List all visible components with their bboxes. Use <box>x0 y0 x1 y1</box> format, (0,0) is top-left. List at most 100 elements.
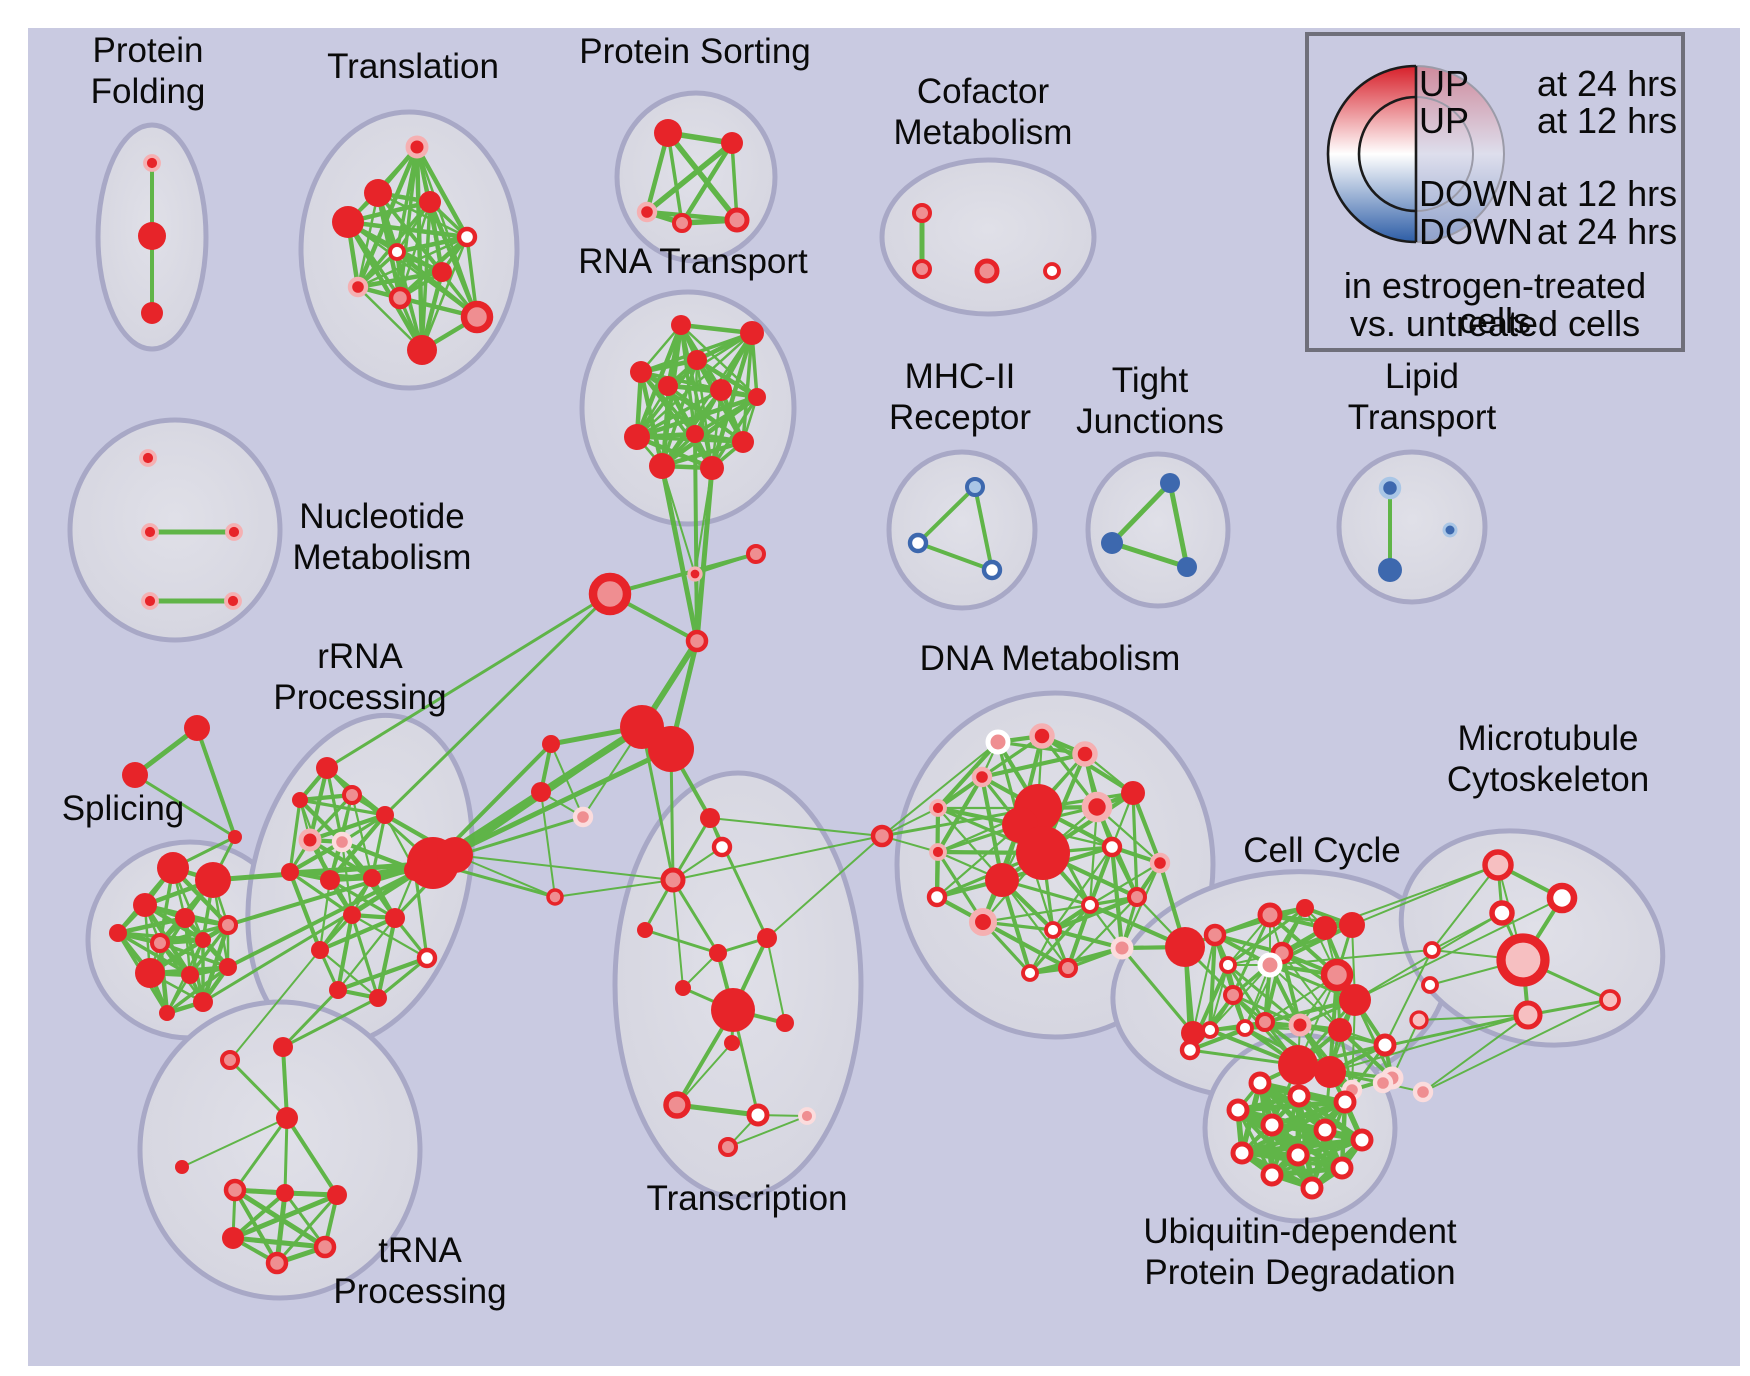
gene-node <box>672 213 692 233</box>
coexpression-edge <box>1066 895 1139 970</box>
cluster-ellipse-tight-junctions <box>1085 451 1231 609</box>
gene-node <box>675 980 691 996</box>
gene-node <box>1248 1071 1272 1095</box>
coexpression-edge <box>1109 844 1125 951</box>
gene-node <box>687 350 707 370</box>
gene-node <box>748 388 766 406</box>
gene-node <box>776 1014 794 1032</box>
gene-node <box>531 782 551 802</box>
gene-node <box>405 135 429 159</box>
gene-node <box>624 424 650 450</box>
coexpression-edge <box>1051 845 1114 932</box>
cluster-label-transcription: Transcription <box>647 1179 848 1218</box>
coexpression-edge <box>608 552 758 596</box>
coexpression-edge <box>1354 897 1563 1001</box>
coexpression-edge <box>1088 861 1162 907</box>
gene-node <box>718 1137 738 1157</box>
coexpression-edge <box>709 330 755 471</box>
gene-node <box>1496 933 1550 987</box>
cluster-label-dna-metabolism: DNA Metabolism <box>920 639 1181 678</box>
gene-node <box>1223 985 1243 1005</box>
gene-node <box>1328 1018 1352 1042</box>
gene-node <box>912 259 932 279</box>
coexpression-edge <box>980 919 1071 971</box>
gene-node <box>1260 1113 1284 1137</box>
gene-node <box>376 806 394 824</box>
coexpression-edge <box>307 812 388 843</box>
coexpression-edge <box>1131 791 1139 899</box>
gene-node <box>1296 899 1314 917</box>
coexpression-edge <box>413 868 429 960</box>
coexpression-edge <box>1351 864 1499 926</box>
gene-node <box>273 1037 293 1057</box>
coexpression-edge <box>1000 878 1070 970</box>
gene-node <box>364 179 392 207</box>
coexpression-edge <box>634 394 760 440</box>
coexpression-edge <box>335 955 430 993</box>
gene-node <box>141 302 163 324</box>
coexpression-edge <box>1329 1014 1529 1073</box>
coexpression-edge <box>916 485 977 545</box>
coexpression-edge <box>288 798 302 874</box>
gene-node <box>630 361 652 383</box>
gene-node <box>437 837 473 873</box>
coexpression-edge <box>554 879 674 898</box>
cluster-ellipse-lipid-transport <box>1336 449 1488 605</box>
coexpression-edge <box>336 916 397 992</box>
gene-node <box>1179 1039 1201 1061</box>
gene-node <box>687 566 703 582</box>
coexpression-edge <box>158 923 230 945</box>
gene-node <box>138 222 166 250</box>
gene-node <box>740 321 764 345</box>
coexpression-edge <box>230 1192 340 1241</box>
gene-node <box>311 941 329 959</box>
gene-node <box>175 1160 189 1174</box>
coexpression-edge <box>383 592 612 817</box>
coexpression-edge <box>672 879 684 989</box>
cluster-ellipse-protein-sorting <box>614 90 778 264</box>
gene-node <box>710 379 732 401</box>
gene-node <box>1513 1000 1543 1030</box>
gene-node <box>1081 791 1113 823</box>
coexpression-edge <box>973 485 994 572</box>
legend-time-label: at 12 hrs <box>1537 173 1678 214</box>
gene-node <box>637 922 653 938</box>
legend-direction-label: DOWN <box>1419 173 1533 214</box>
coexpression-edge <box>1109 480 1173 546</box>
gene-node <box>746 544 766 564</box>
gene-node <box>159 1005 175 1021</box>
coexpression-edge <box>1269 964 1341 1031</box>
coexpression-edge <box>285 1116 339 1197</box>
coexpression-edge <box>666 131 684 225</box>
gene-node <box>460 300 494 334</box>
gene-node <box>1029 723 1055 749</box>
legend-direction-label: DOWN <box>1419 211 1533 252</box>
coexpression-edge <box>325 592 612 770</box>
gene-node <box>1260 1163 1284 1187</box>
gene-node <box>1378 476 1402 500</box>
gene-node <box>1101 532 1123 554</box>
coexpression-edge <box>226 861 435 969</box>
gene-node <box>757 928 777 948</box>
gene-node <box>1081 896 1099 914</box>
coexpression-edge <box>661 465 696 575</box>
cluster-label-ubiquitin-dependent-protein-degradation: Protein Degradation <box>1144 1253 1455 1292</box>
gene-node <box>1149 852 1171 874</box>
gene-node <box>141 592 159 610</box>
coexpression-edge <box>355 269 445 290</box>
gene-node <box>929 843 947 861</box>
gene-node <box>1101 836 1123 858</box>
gene-node <box>1203 923 1227 947</box>
coexpression-edge <box>165 965 230 1015</box>
gene-node <box>175 908 195 928</box>
gene-node <box>1177 557 1197 577</box>
gene-node <box>1339 912 1365 938</box>
gene-node <box>1201 1021 1219 1039</box>
coexpression-edge <box>283 1116 289 1195</box>
coexpression-edge <box>694 553 757 575</box>
coexpression-edge <box>1028 903 1092 975</box>
coexpression-edge <box>1027 945 1125 976</box>
coexpression-edge <box>710 395 759 470</box>
cluster-label-splicing: Splicing <box>62 789 185 828</box>
legend-caption-line1: in estrogen-treated cells <box>1343 265 1647 341</box>
